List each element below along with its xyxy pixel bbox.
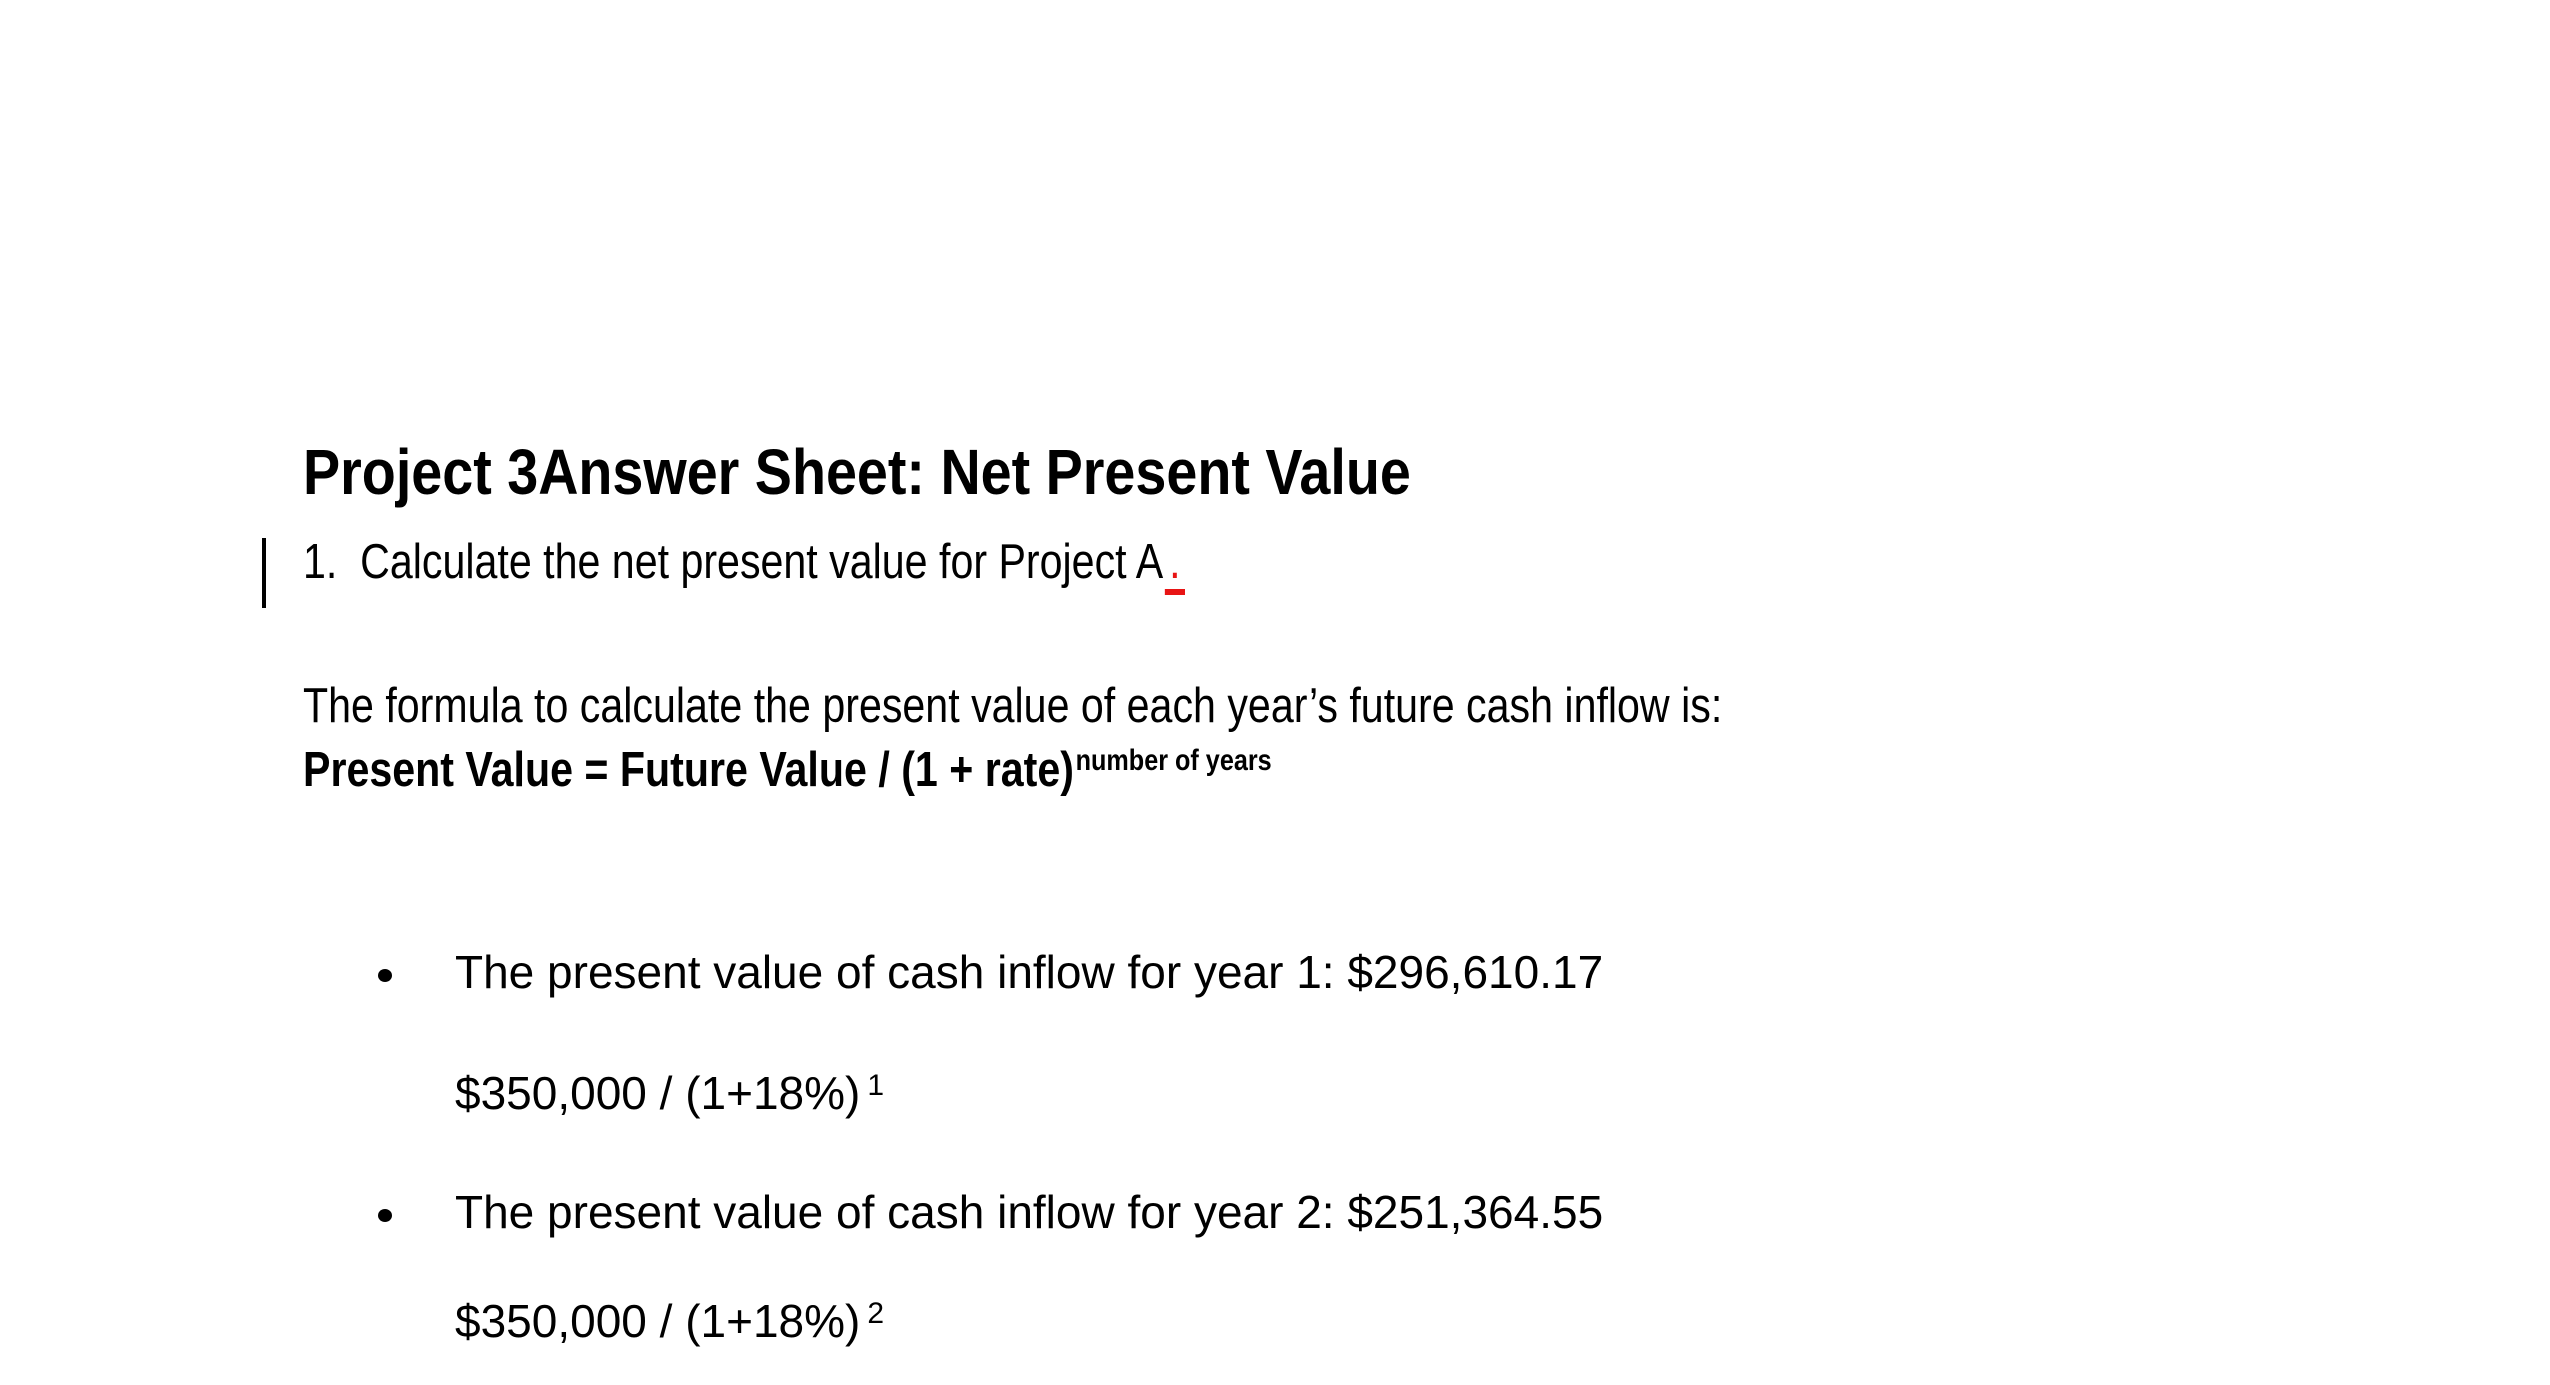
bullet-icon <box>378 1209 392 1222</box>
formula-line: Present Value = Future Value / (1 + rate… <box>303 742 1272 798</box>
bullet-item-year2-text: The present value of cash inflow for yea… <box>455 1186 1604 1238</box>
tracked-inserted-period: . <box>1164 535 1185 595</box>
bullet-item-year2: The present value of cash inflow for yea… <box>378 1186 1603 1239</box>
calculation-year2-base: $350,000 / (1+18%) <box>455 1295 861 1347</box>
numbered-item-1-text: Calculate the net present value for Proj… <box>360 535 1164 589</box>
formula-intro-text: The formula to calculate the present val… <box>303 679 1723 733</box>
formula-exponent: number of years <box>1075 744 1272 777</box>
formula-base: Present Value = Future Value / (1 + rate… <box>303 743 1074 797</box>
calculation-year2: $350,000 / (1+18%) 2 <box>455 1295 884 1348</box>
calculation-year1-exponent: 1 <box>867 1069 885 1102</box>
list-number: 1. <box>303 535 338 589</box>
bullet-icon <box>378 969 392 982</box>
tracked-change-bar <box>262 538 266 608</box>
page-title: Project 3Answer Sheet: Net Present Value <box>303 435 1411 508</box>
calculation-year1: $350,000 / (1+18%) 1 <box>455 1067 884 1120</box>
calculation-year1-base: $350,000 / (1+18%) <box>455 1067 861 1119</box>
bullet-item-year1: The present value of cash inflow for yea… <box>378 946 1603 999</box>
numbered-item-1: 1. Calculate the net present value for Pr… <box>303 534 1185 595</box>
bullet-item-year1-text: The present value of cash inflow for yea… <box>455 946 1604 998</box>
calculation-year2-exponent: 2 <box>867 1297 885 1330</box>
